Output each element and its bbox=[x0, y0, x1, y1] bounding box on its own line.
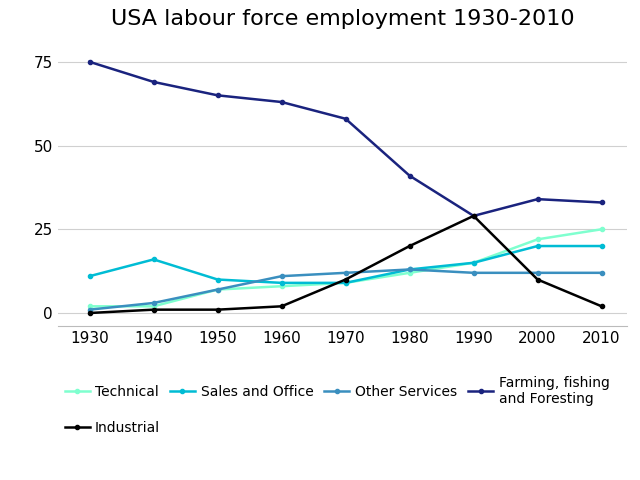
Sales and Office bbox=[150, 256, 157, 262]
Industrial bbox=[470, 213, 477, 219]
Sales and Office bbox=[470, 260, 477, 265]
Technical bbox=[86, 303, 93, 309]
Industrial bbox=[86, 310, 93, 316]
Sales and Office bbox=[214, 276, 221, 282]
Sales and Office bbox=[534, 243, 541, 249]
Technical bbox=[150, 303, 157, 309]
Industrial bbox=[278, 303, 285, 309]
Title: USA labour force employment 1930-2010: USA labour force employment 1930-2010 bbox=[111, 9, 574, 28]
Farming, fishing
and Foresting bbox=[470, 213, 477, 219]
Technical bbox=[342, 280, 349, 286]
Technical bbox=[598, 227, 605, 232]
Technical bbox=[214, 287, 221, 292]
Sales and Office bbox=[278, 280, 285, 286]
Other Services bbox=[214, 287, 221, 292]
Legend: Industrial: Industrial bbox=[65, 420, 160, 435]
Line: Industrial: Industrial bbox=[88, 214, 604, 315]
Other Services bbox=[534, 270, 541, 276]
Sales and Office bbox=[598, 243, 605, 249]
Sales and Office bbox=[342, 280, 349, 286]
Other Services bbox=[278, 273, 285, 279]
Other Services bbox=[86, 307, 93, 312]
Technical bbox=[470, 260, 477, 265]
Farming, fishing
and Foresting bbox=[150, 79, 157, 85]
Sales and Office bbox=[86, 273, 93, 279]
Industrial bbox=[598, 303, 605, 309]
Farming, fishing
and Foresting bbox=[342, 116, 349, 121]
Other Services bbox=[598, 270, 605, 276]
Other Services bbox=[342, 270, 349, 276]
Other Services bbox=[470, 270, 477, 276]
Farming, fishing
and Foresting bbox=[214, 93, 221, 98]
Industrial bbox=[214, 307, 221, 312]
Technical bbox=[406, 270, 413, 276]
Technical bbox=[278, 283, 285, 289]
Line: Other Services: Other Services bbox=[88, 267, 604, 312]
Industrial bbox=[534, 276, 541, 282]
Technical bbox=[534, 237, 541, 242]
Line: Farming, fishing
and Foresting: Farming, fishing and Foresting bbox=[88, 60, 604, 218]
Industrial bbox=[342, 276, 349, 282]
Industrial bbox=[406, 243, 413, 249]
Line: Technical: Technical bbox=[88, 227, 604, 308]
Sales and Office bbox=[406, 266, 413, 272]
Farming, fishing
and Foresting bbox=[278, 99, 285, 105]
Farming, fishing
and Foresting bbox=[598, 200, 605, 205]
Farming, fishing
and Foresting bbox=[406, 173, 413, 179]
Line: Sales and Office: Sales and Office bbox=[88, 244, 604, 285]
Other Services bbox=[150, 300, 157, 306]
Farming, fishing
and Foresting bbox=[86, 59, 93, 65]
Other Services bbox=[406, 266, 413, 272]
Farming, fishing
and Foresting bbox=[534, 196, 541, 202]
Industrial bbox=[150, 307, 157, 312]
